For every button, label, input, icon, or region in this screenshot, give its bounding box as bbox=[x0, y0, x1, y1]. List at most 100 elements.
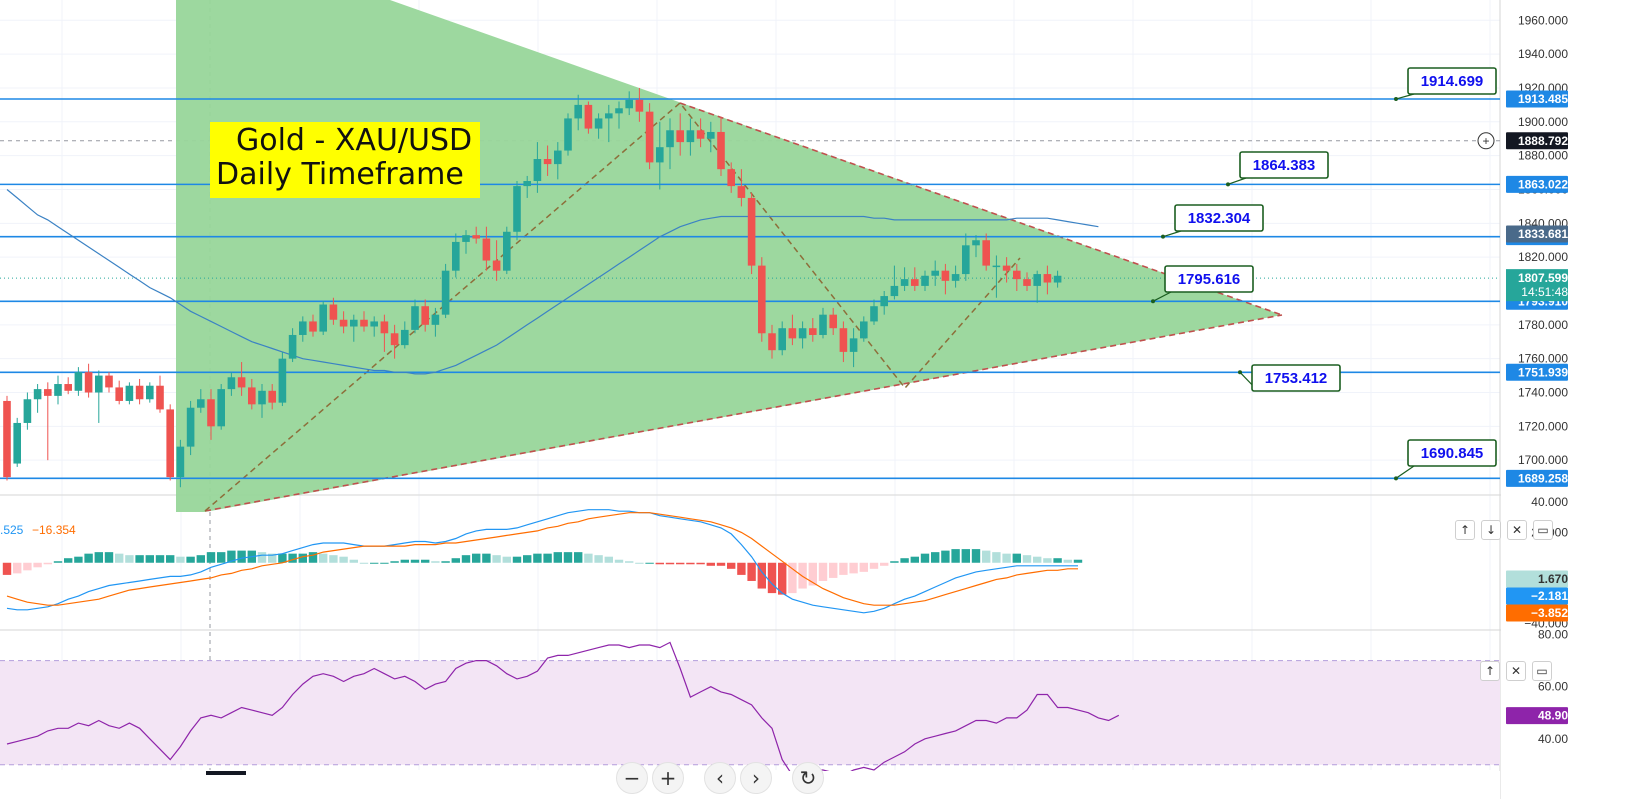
price-tick-label: 1760.000 bbox=[1518, 352, 1568, 366]
candle-body bbox=[543, 159, 552, 165]
macd-histogram-bar bbox=[23, 562, 32, 571]
macd-histogram-bar bbox=[288, 553, 297, 563]
macd-legend-value: .525 bbox=[0, 523, 24, 537]
macd-histogram-bar bbox=[217, 552, 226, 563]
zoom-in-button[interactable]: + bbox=[652, 762, 684, 794]
candle-body bbox=[492, 260, 501, 271]
macd-value-tag: 1.670 bbox=[1538, 572, 1568, 586]
candle-body bbox=[421, 306, 429, 325]
candle-body bbox=[533, 159, 542, 182]
macd-histogram-bar bbox=[472, 553, 481, 563]
candle-body bbox=[554, 150, 562, 165]
macd-histogram-bar bbox=[451, 558, 460, 563]
last-price-tag-bg bbox=[1506, 269, 1568, 302]
candle-body bbox=[870, 306, 878, 322]
close-pane-button[interactable]: ✕ bbox=[1506, 661, 1526, 681]
candle-body bbox=[146, 385, 154, 400]
candle-body bbox=[23, 399, 32, 423]
price-tick-label: 1880.000 bbox=[1518, 149, 1568, 163]
candle-body bbox=[635, 99, 644, 112]
signal-legend-value: −16.354 bbox=[32, 523, 76, 537]
candle-body bbox=[339, 319, 348, 327]
macd-histogram-bar bbox=[308, 552, 318, 563]
macd-histogram-bar bbox=[604, 556, 613, 563]
move-down-button[interactable]: ↓ bbox=[1481, 520, 1501, 540]
macd-histogram-bar bbox=[574, 552, 583, 563]
price-tick-label: 1700.000 bbox=[1518, 453, 1568, 467]
candle-body bbox=[309, 321, 317, 332]
zoom-out-button[interactable]: − bbox=[616, 762, 648, 794]
callout-pointer bbox=[1152, 291, 1172, 302]
candle-body bbox=[860, 321, 868, 339]
move-up-button[interactable]: ↑ bbox=[1480, 661, 1500, 681]
candle-body bbox=[911, 279, 919, 286]
macd-tick-label: 40.000 bbox=[1531, 495, 1568, 509]
chevron-right-icon: › bbox=[752, 766, 760, 790]
macd-histogram-bar bbox=[257, 552, 267, 563]
plus-icon: + bbox=[1482, 134, 1489, 148]
candle-body bbox=[95, 375, 103, 393]
macd-histogram-bar bbox=[859, 562, 868, 572]
macd-histogram-bar bbox=[349, 559, 358, 563]
candle-body bbox=[452, 241, 460, 271]
reset-icon: ↻ bbox=[799, 766, 817, 790]
chart-annotation-label[interactable]: Gold - XAU/USD Daily Timeframe bbox=[210, 122, 481, 198]
maximize-pane-button[interactable]: ▭ bbox=[1532, 661, 1552, 681]
macd-value-tag-bg bbox=[1506, 587, 1568, 605]
macd-histogram-bar bbox=[818, 562, 828, 581]
candle-body bbox=[54, 384, 62, 396]
callout-label: 1753.412 bbox=[1265, 370, 1328, 387]
candle-body bbox=[900, 279, 909, 286]
reset-chart-button[interactable]: ↻ bbox=[792, 762, 824, 794]
candle-body bbox=[248, 387, 256, 405]
level-price-tag-bg bbox=[1506, 469, 1568, 487]
macd-histogram-bar bbox=[625, 561, 634, 563]
macd-histogram-bar bbox=[523, 555, 532, 563]
macd-histogram-bar bbox=[370, 562, 379, 564]
callout-anchor bbox=[1394, 476, 1398, 481]
macd-histogram-bar bbox=[920, 553, 930, 563]
candle-body bbox=[737, 186, 746, 198]
candle-body bbox=[758, 265, 766, 334]
level-price-tag: 1863.022 bbox=[1518, 177, 1568, 191]
candle-body bbox=[666, 130, 674, 148]
candle-body bbox=[941, 270, 950, 281]
close-icon: ✕ bbox=[1510, 664, 1522, 678]
callout-anchor bbox=[1394, 96, 1398, 101]
candle-body bbox=[1033, 274, 1041, 286]
macd-histogram-bar bbox=[716, 562, 726, 566]
level-price-tag: 1751.939 bbox=[1518, 365, 1568, 379]
macd-histogram-bar bbox=[492, 555, 501, 563]
callout-anchor bbox=[1226, 182, 1230, 187]
arrow-down-icon: ↓ bbox=[1485, 523, 1497, 537]
scroll-right-button[interactable]: › bbox=[740, 762, 772, 794]
scroll-left-button[interactable]: ‹ bbox=[704, 762, 736, 794]
candle-body bbox=[849, 338, 858, 352]
move-up-button[interactable]: ↑ bbox=[1455, 520, 1475, 540]
macd-histogram-bar bbox=[461, 555, 471, 563]
candle-body bbox=[401, 329, 409, 346]
chevron-left-icon: ‹ bbox=[716, 766, 724, 790]
level-price-tag-bg bbox=[1506, 90, 1568, 108]
candle-body bbox=[747, 197, 756, 266]
price-tick-label: 1780.000 bbox=[1518, 318, 1568, 332]
rsi-tick-label: 40.00 bbox=[1538, 732, 1568, 746]
candle-body bbox=[564, 118, 572, 151]
minus-icon: − bbox=[623, 766, 641, 790]
macd-histogram-bar bbox=[533, 553, 542, 563]
moving-average-line bbox=[6, 189, 1099, 375]
close-pane-button[interactable]: ✕ bbox=[1507, 520, 1527, 540]
macd-histogram-bar bbox=[339, 556, 348, 563]
macd-histogram-bar bbox=[206, 552, 216, 563]
callout-label: 1864.383 bbox=[1253, 157, 1316, 174]
macd-histogram-bar bbox=[788, 562, 797, 594]
candle-body bbox=[217, 389, 225, 427]
candle-body bbox=[105, 375, 113, 388]
candle-body bbox=[135, 385, 144, 400]
maximize-pane-button[interactable]: ▭ bbox=[1533, 520, 1553, 540]
candle-body bbox=[962, 245, 970, 275]
candle-body bbox=[656, 147, 664, 163]
candle-body bbox=[1013, 270, 1021, 280]
candle-body bbox=[809, 328, 817, 335]
